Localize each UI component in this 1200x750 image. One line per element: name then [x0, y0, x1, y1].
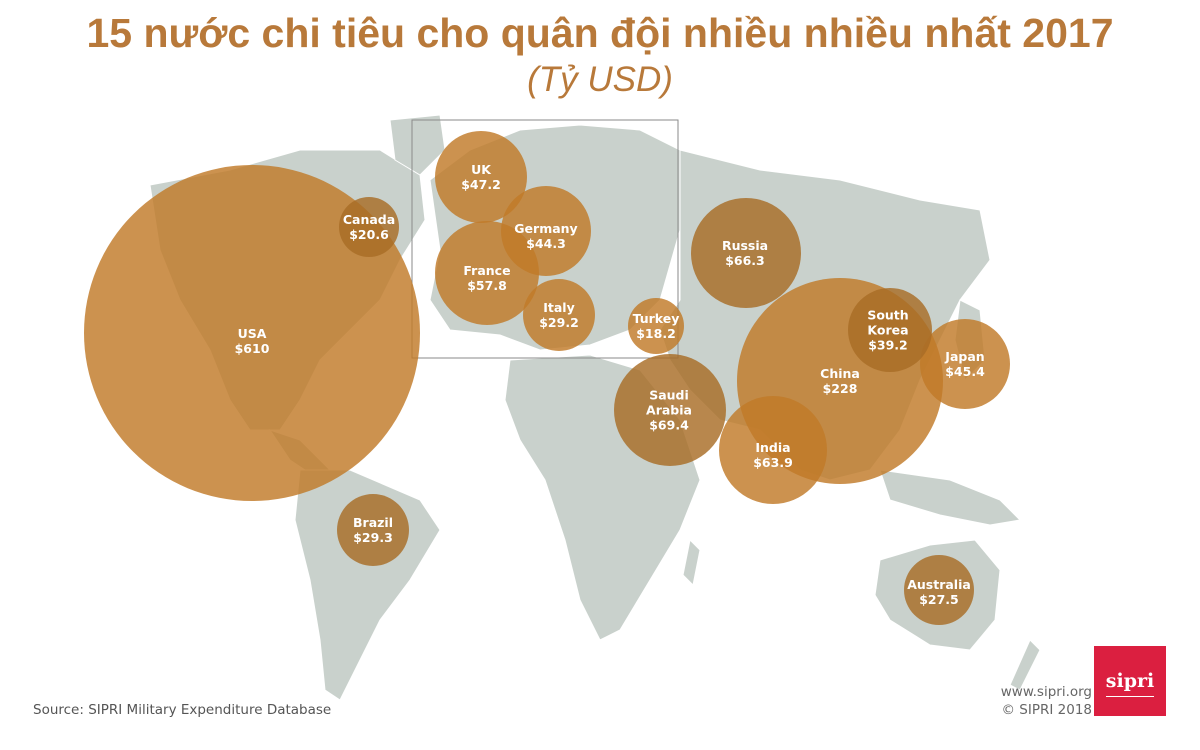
label-australia: Australia $27.5: [907, 577, 971, 607]
logo-text: sipri: [1105, 670, 1155, 692]
website-link[interactable]: www.sipri.org: [1000, 684, 1092, 700]
label-south-korea: South Korea $39.2: [867, 307, 909, 353]
bubble-australia: [904, 555, 974, 625]
bubbles: [84, 131, 1010, 625]
bubble-russia: [691, 198, 801, 308]
bubble-canada: [339, 197, 399, 257]
bubble-germany: [501, 186, 591, 276]
bubble-japan: [920, 319, 1010, 409]
bubble-saudi-arabia: [614, 354, 726, 466]
label-italy: Italy $29.2: [539, 300, 579, 330]
label-saudi-arabia: Saudi Arabia $69.4: [646, 387, 692, 433]
label-russia: Russia $66.3: [721, 238, 769, 268]
label-usa: USA $610: [234, 326, 270, 356]
bubble-india: [719, 396, 827, 504]
bubble-italy: [523, 279, 595, 351]
bubble-brazil: [337, 494, 409, 566]
bubble-south-korea: [848, 288, 932, 372]
label-france: France $57.8: [463, 263, 511, 293]
label-brazil: Brazil $29.3: [353, 515, 393, 545]
chart-title: 15 nước chi tiêu cho quân đội nhiều nhiề…: [86, 10, 1114, 56]
label-germany: Germany $44.3: [514, 221, 578, 251]
bubble-turkey: [628, 298, 684, 354]
copyright: © SIPRI 2018: [1001, 702, 1093, 718]
label-japan: Japan $45.4: [945, 349, 985, 379]
sipri-logo: sipri: [1094, 646, 1166, 716]
label-turkey: Turkey $18.2: [632, 311, 680, 341]
logo-underline: [1106, 696, 1154, 697]
label-canada: Canada $20.6: [342, 212, 396, 242]
label-india: India $63.9: [753, 440, 793, 470]
source-note: Source: SIPRI Military Expenditure Datab…: [33, 702, 332, 718]
credits: www.sipri.org © SIPRI 2018: [1001, 683, 1092, 719]
bubble-usa: [84, 165, 420, 501]
label-china: China $228: [820, 366, 860, 396]
bubble-uk: [435, 131, 527, 223]
europe-inset-box: [411, 119, 679, 359]
label-uk: UK $47.2: [461, 162, 501, 192]
chart-subtitle: (Tỷ USD): [527, 60, 673, 99]
